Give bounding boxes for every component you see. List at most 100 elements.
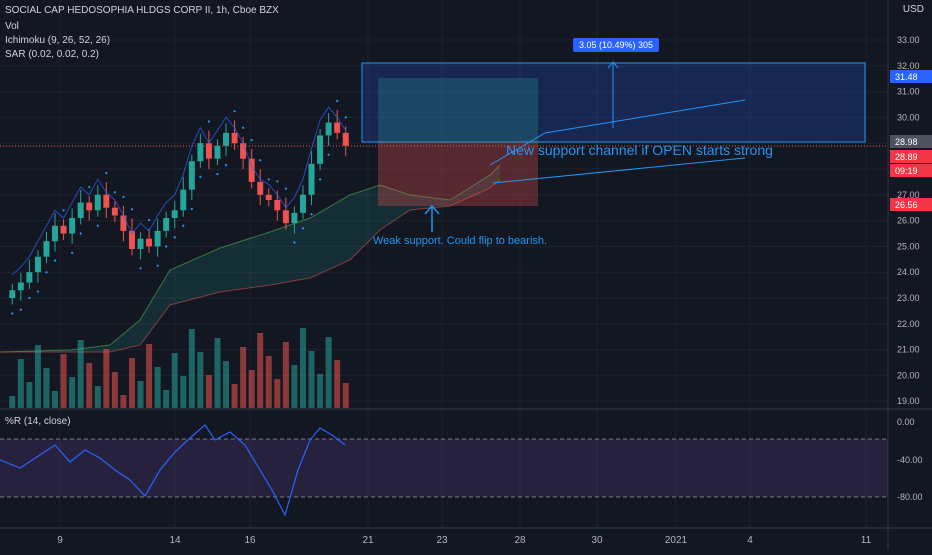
volume-bar [17,359,24,408]
long-position-profit [378,78,538,142]
legend-wr[interactable]: %R (14, close) [5,416,71,427]
sar-dot [344,116,347,119]
sar-dot [207,120,211,123]
volume-bar [231,384,238,408]
sar-dot [293,241,296,244]
sar-dot [233,110,236,113]
sar-dot [190,207,193,211]
price-tick-label: 21.00 [897,345,920,355]
time-tick-label: 16 [244,535,256,546]
price-tick-label: 22.00 [897,319,920,329]
candle [231,132,238,144]
volume-bar [128,358,135,408]
price-tick-label: 24.00 [897,267,920,277]
candle [180,189,187,211]
sar-dot [113,191,116,194]
candle [274,199,281,211]
ichimoku-span-b [0,179,501,353]
sar-dot [105,172,108,175]
candle [188,161,195,190]
volume-bar [163,390,170,408]
legend-sar[interactable]: SAR (0.02, 0.02, 0.2) [5,49,99,60]
volume-bar [240,347,247,408]
candle [248,158,255,182]
candle [197,143,204,162]
candle [52,225,59,242]
volume-bar [94,386,101,408]
candle [205,143,212,159]
sar-dot [276,180,279,183]
price-tick-label: 19.00 [897,396,920,406]
sar-dot [259,159,262,162]
legend-vol[interactable]: Vol [5,21,19,32]
channel-lower-line [492,157,746,184]
candle [334,122,341,133]
candle [128,230,135,249]
candle [214,145,221,159]
candle [265,194,272,200]
annotation-support[interactable]: Weak support. Could flip to bearish. [373,235,548,247]
sar-dot [284,187,287,190]
volume-bar [26,382,33,408]
volume-bar [86,363,93,408]
candle [171,210,178,219]
legend-symbol[interactable]: SOCIAL CAP HEDOSOPHIA HLDGS CORP II, 1h,… [5,5,279,16]
candle [154,230,161,247]
currency-label[interactable]: USD [902,4,924,15]
sar-dot [147,218,151,222]
candle [146,238,153,247]
volume-bar [257,333,264,408]
sar-dot [301,227,305,230]
sar-dot [336,99,339,102]
sar-dot [327,153,330,156]
target-arrow-head [607,61,619,69]
candle [26,272,33,283]
price-badge: 26.56 [890,198,932,211]
candle [60,225,67,234]
sar-dot [242,126,245,129]
volume-bar [334,360,341,408]
sar-dot [45,271,48,274]
volume-bar [111,372,118,408]
ichimoku-cloud [0,165,500,352]
sar-dot [216,173,219,176]
sar-dot [28,296,31,300]
wr-tick-label: -40.00 [897,455,923,465]
volume-bar [180,376,187,408]
volume-bar [137,381,144,408]
channel-upper-line [489,99,746,166]
sar-dot [19,308,22,311]
volume-bar [197,352,204,408]
time-tick-label: 30 [591,535,603,546]
candle [223,132,230,146]
wr-tick-label: -80.00 [897,492,923,502]
volume-bar [317,374,324,408]
price-badge-label: 31.48 [895,72,918,82]
wr-line [0,424,346,517]
legend-ichimoku[interactable]: Ichimoku (9, 26, 52, 26) [5,35,111,46]
volume-bar [60,354,67,408]
price-badge-bg [890,70,932,83]
ichimoku-kijun [11,106,347,276]
volume-bar [188,329,195,408]
price-badge-bg [890,135,932,148]
sar-dot [130,208,134,211]
volume-bar [52,391,59,408]
candle [137,238,144,249]
support-arrow-head [424,204,440,215]
sar-dot [53,259,57,262]
annotation-channel[interactable]: New support channel if OPEN starts stron… [506,142,773,158]
candle [86,202,93,211]
candle [94,194,101,211]
wr-tick-label: 0.00 [897,417,915,427]
candle [240,143,247,159]
target-label: 3.05 (10.49%) 305 [573,38,660,52]
candle [69,218,76,234]
price-tick-label: 26.00 [897,216,920,226]
sar-dot [79,232,82,235]
time-tick-label: 11 [861,535,872,546]
price-tick-label: 27.00 [897,190,920,200]
volume-bar [248,370,255,408]
